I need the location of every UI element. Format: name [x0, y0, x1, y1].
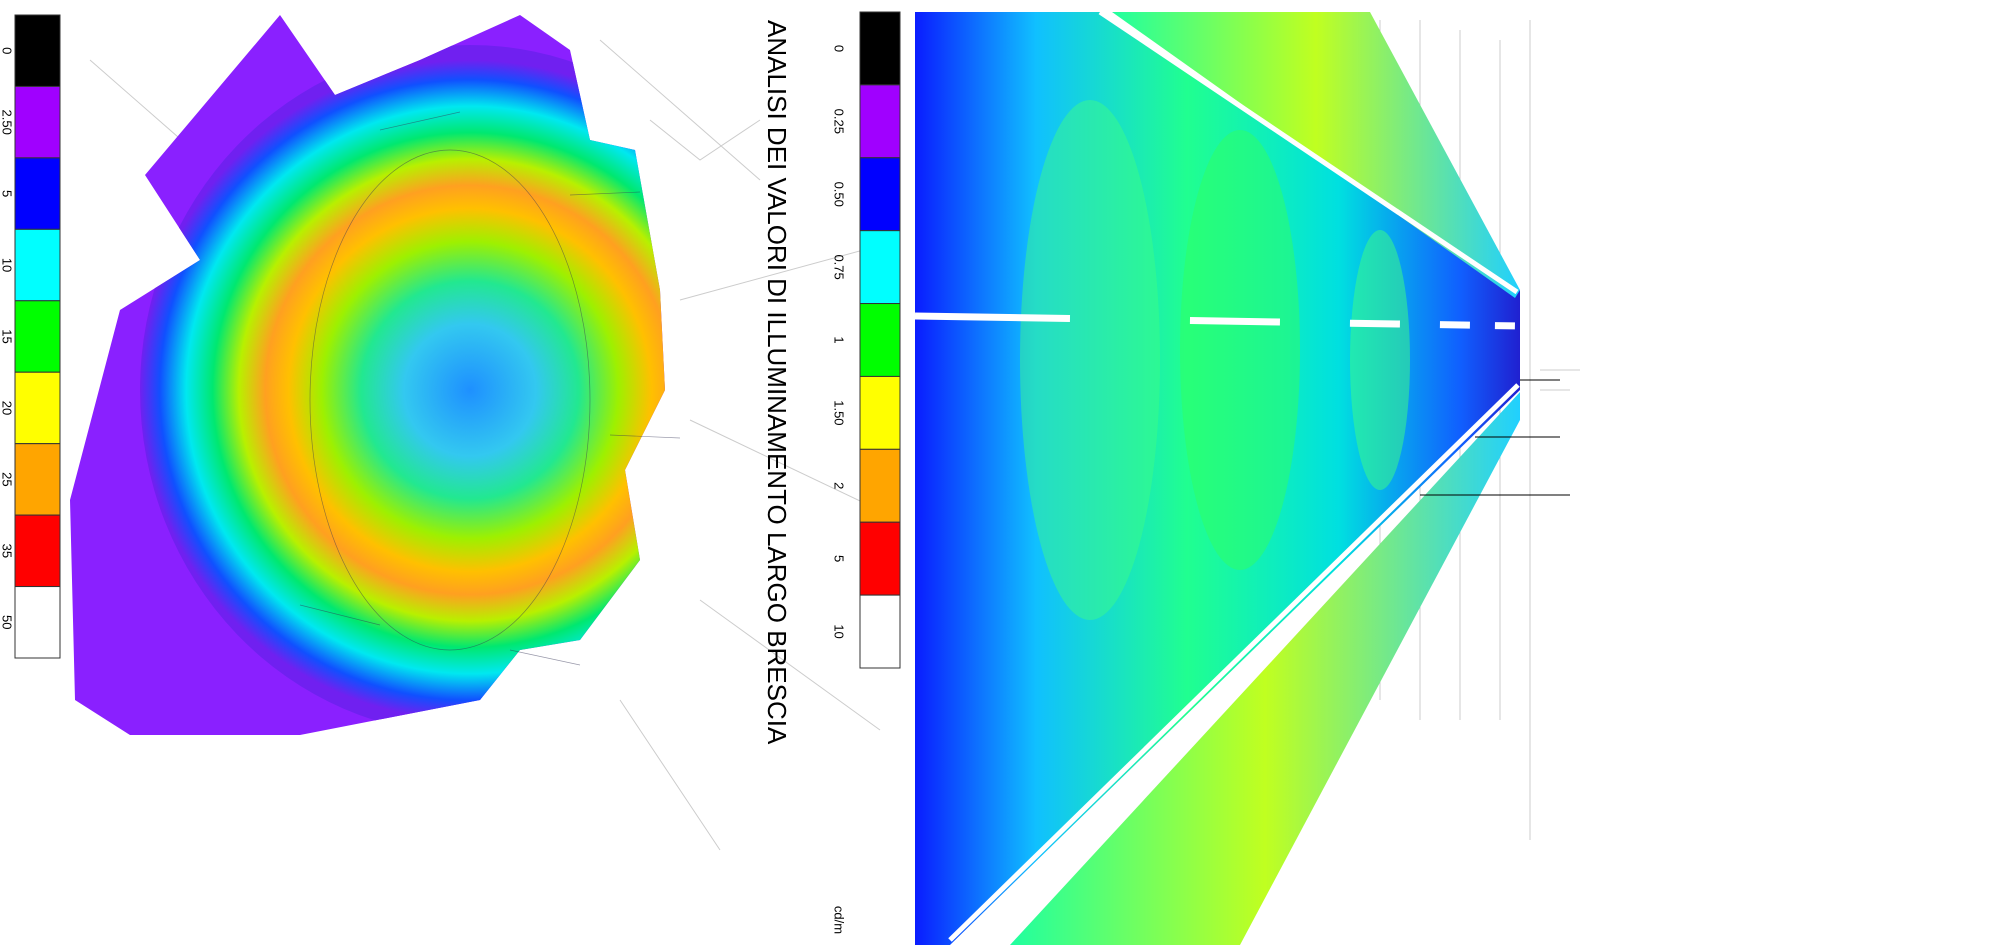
legend-swatch — [859, 594, 901, 669]
map-ring — [140, 45, 665, 735]
legend-label: 50 — [0, 615, 15, 629]
legend-swatch — [859, 11, 901, 86]
legend-swatch — [859, 157, 901, 232]
legend-swatch — [14, 228, 61, 302]
legend-label: 15 — [0, 329, 15, 343]
legend-swatch — [859, 230, 901, 305]
legend-swatch — [14, 157, 61, 230]
legend-label: 5 — [0, 190, 15, 197]
legend-swatch — [14, 514, 61, 588]
legend-swatch — [859, 303, 901, 377]
map-overlay-lines — [299, 111, 681, 666]
legend-label: 0.50 — [832, 182, 847, 207]
legend-label: 10 — [832, 624, 847, 638]
legend-swatch — [14, 586, 61, 659]
legend-swatch — [859, 375, 901, 450]
illuminance-map — [70, 15, 665, 735]
legend-label: 0.75 — [832, 254, 847, 279]
legend-label: 35 — [0, 544, 15, 558]
legend-swatch — [859, 84, 901, 159]
legend-swatch — [14, 443, 61, 516]
legend-label: 0.25 — [832, 109, 847, 134]
legend-label: 10 — [0, 258, 15, 272]
legend-label: 25 — [0, 472, 15, 486]
legend-label: 0 — [0, 47, 15, 54]
legend-swatch — [14, 371, 61, 445]
legend-label: 0 — [832, 45, 847, 52]
legend-unit: cd/m — [832, 906, 847, 934]
legend-swatch — [859, 521, 901, 596]
legend-label: 1 — [832, 336, 847, 343]
legend-swatch — [14, 85, 61, 159]
title: ANALISI DEI VALORI DI ILLUMINAMENTO LARG… — [762, 20, 792, 745]
legend-label: 2.50 — [0, 110, 15, 135]
legend-label: 5 — [832, 555, 847, 562]
legend-swatch — [859, 448, 901, 523]
road-view — [914, 9, 1570, 945]
legend-label: 20 — [0, 401, 15, 415]
legend-swatch — [14, 300, 61, 373]
legend-label: 1.50 — [832, 400, 847, 425]
legend-swatch — [14, 14, 61, 87]
legend-label: 2 — [832, 482, 847, 489]
